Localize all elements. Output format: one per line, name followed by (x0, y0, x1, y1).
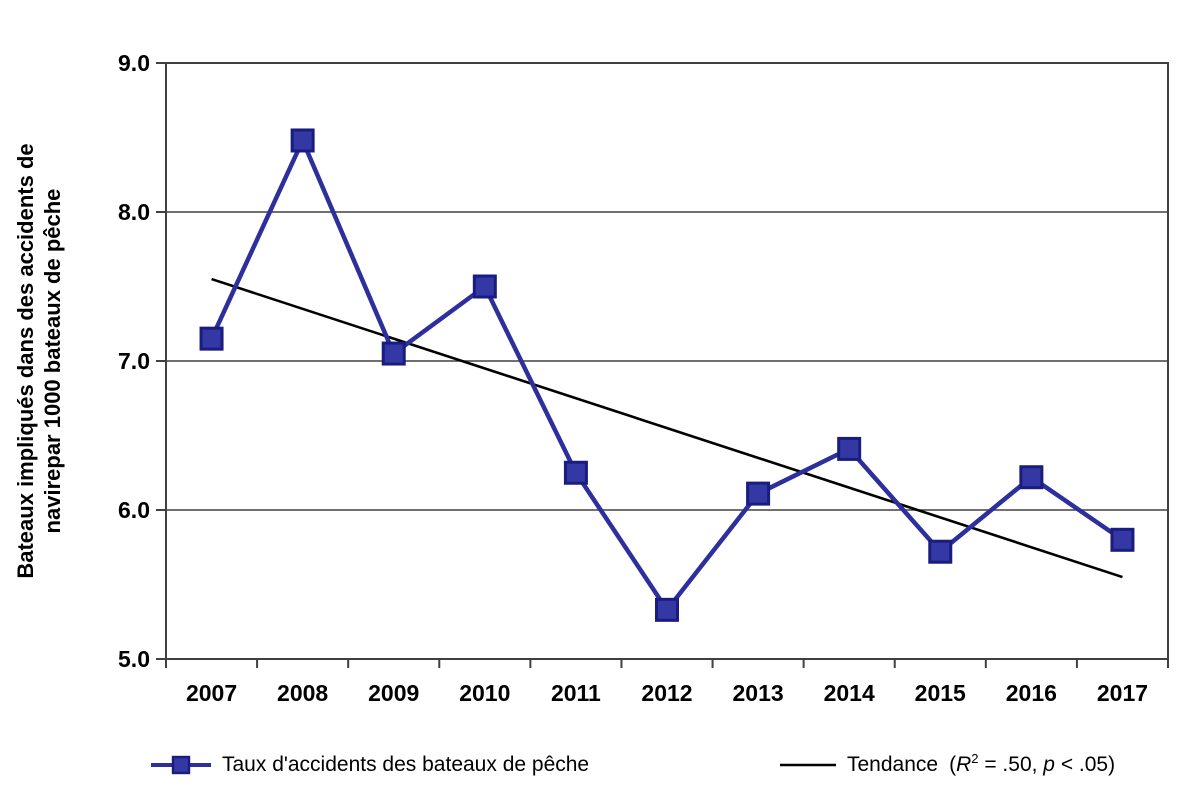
data-point-marker-2008 (290, 128, 315, 153)
trend-line (211, 277, 1123, 579)
legend-trend-stats: (R2 = .50, p < .05) (949, 751, 1116, 776)
x-tick-label-2017: 2017 (1097, 680, 1148, 706)
y-tick-label: 6.0 (118, 497, 150, 523)
y-tick-label: 8.0 (118, 199, 150, 225)
data-point-marker-2010 (472, 274, 497, 299)
y-tick-label: 5.0 (118, 646, 150, 672)
data-point-marker-2017 (1110, 527, 1135, 552)
x-tick-label-2016: 2016 (1006, 680, 1057, 706)
data-point-marker-2012 (655, 597, 679, 622)
data-point-marker-2015 (928, 539, 953, 564)
y-tick-label: 7.0 (118, 348, 150, 374)
y-tick-label: 9.0 (118, 50, 150, 76)
legend-item-accident-rate: Taux d'accidents des bateaux de pêche (150, 746, 589, 784)
y-axis-title-line1: Bateaux impliqués dans des accidents de (13, 143, 38, 579)
x-tick-label-2012: 2012 (641, 680, 692, 706)
data-point-marker-2007 (199, 326, 224, 351)
x-tick-label-2008: 2008 (277, 680, 328, 706)
accident-rate-line-chart: 9.0 8.0 7.0 6.0 5.0 2007 2008 2009 2010 2011 2012 2… (118, 50, 1169, 706)
legend-series-label: Taux d'accidents des bateaux de pêche (222, 753, 590, 776)
series-line-marker-icon (151, 755, 211, 775)
data-point-marker-2014 (837, 436, 862, 461)
x-tick-label-2009: 2009 (368, 680, 419, 706)
legend-trend-label: Tendance (847, 753, 939, 776)
x-tick-label-2007: 2007 (186, 680, 237, 706)
series-line (209, 138, 1124, 613)
x-tick-label-2013: 2013 (733, 680, 784, 706)
y-axis-title-line2: navirepar 1000 bateaux de pêche (40, 188, 65, 534)
y-axis-title: Bateaux impliqués dans des accidents de … (12, 81, 68, 641)
plot-border (165, 62, 1169, 660)
data-point-marker-2011 (563, 460, 588, 485)
trend-line-icon (780, 763, 836, 767)
x-tick-label-2015: 2015 (915, 680, 966, 706)
data-point-marker-2016 (1019, 465, 1044, 490)
x-tick-label-2010: 2010 (459, 680, 510, 706)
data-point-marker-2013 (746, 481, 771, 506)
data-point-marker-2009 (381, 341, 406, 366)
x-tick-label-2011: 2011 (551, 680, 601, 706)
legend-item-trend: Tendance (R2 = .50, p < .05) (779, 746, 1115, 784)
x-tick-label-2014: 2014 (824, 680, 875, 706)
